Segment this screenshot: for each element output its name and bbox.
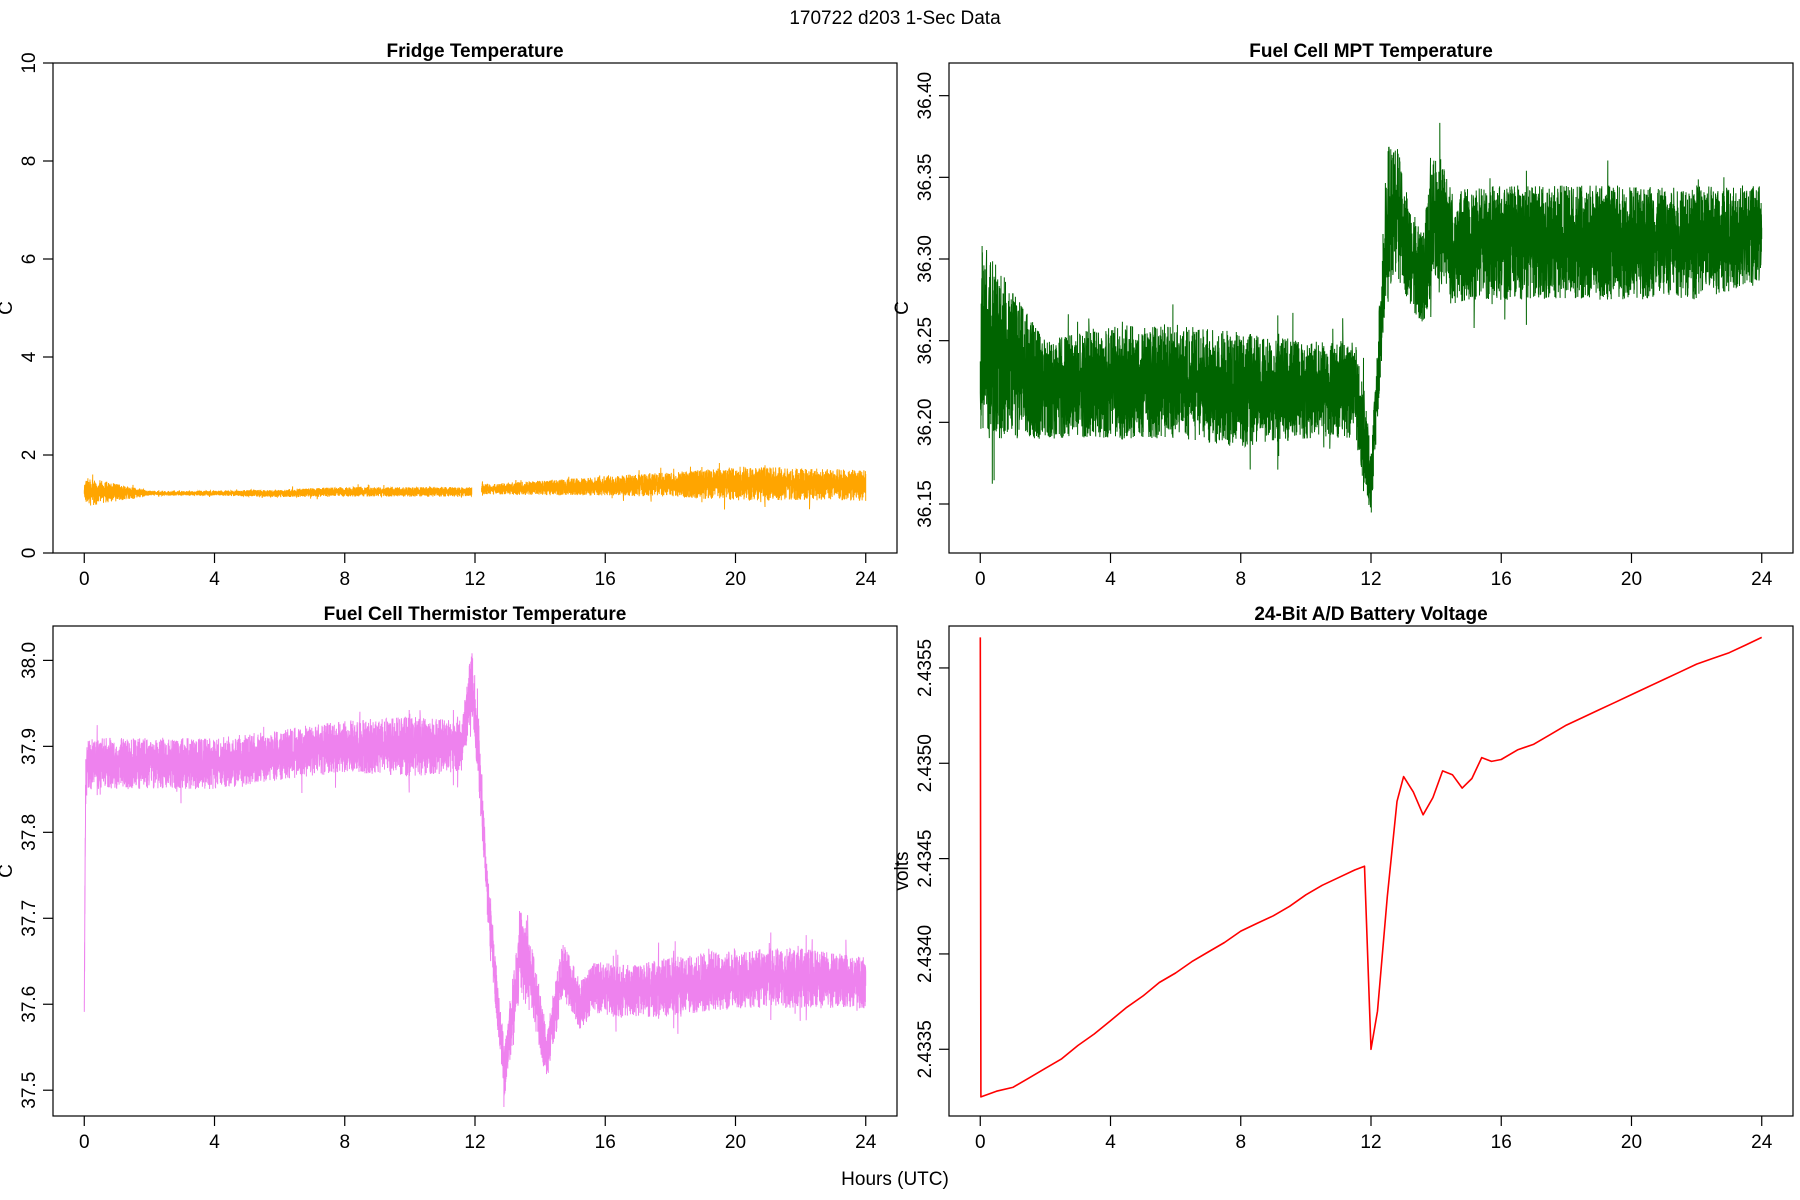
y-tick-label-battery: 2.4350 [915,734,936,792]
panel-mpt: Fuel Cell MPT Temperature 0 4 8 12 16 20 24 36.1… [892,41,1794,590]
x-tick-label-thermistor: 8 [339,1132,350,1153]
x-tick-label-battery: 4 [1105,1132,1116,1153]
y-axis-label-thermistor: C [0,864,17,878]
plot-area-fridge [83,462,867,510]
x-tick-label-thermistor: 20 [725,1132,746,1153]
y-tick-label-thermistor: 37.8 [19,814,40,851]
y-tick-label-thermistor: 37.6 [19,986,40,1023]
x-tick-label-battery: 8 [1235,1132,1246,1153]
series-line-battery [979,636,1763,1098]
x-tick-label-mpt: 4 [1105,569,1116,590]
y-tick-label-thermistor: 37.7 [19,900,40,937]
y-tick-label-mpt: 36.15 [915,480,936,528]
x-tick-label-fridge: 0 [79,569,90,590]
y-tick-label-thermistor: 38.0 [19,642,40,679]
panel-title-fridge: Fridge Temperature [386,41,563,62]
plot-area-battery [979,636,1763,1098]
x-tick-label-thermistor: 24 [855,1132,877,1153]
y-tick-label-fridge: 4 [19,351,40,362]
x-tick-label-thermistor: 16 [595,1132,616,1153]
y-tick-label-battery: 2.4355 [915,639,936,697]
y-tick-label-fridge: 2 [19,450,40,461]
plot-area-thermistor [83,653,867,1108]
x-tick-label-battery: 20 [1621,1132,1642,1153]
panel-fridge: Fridge Temperature048121620240246810C [0,41,898,590]
y-tick-label-mpt: 36.40 [915,72,936,120]
y-tick-label-battery: 2.4335 [915,1020,936,1078]
x-tick-label-thermistor: 0 [79,1132,90,1153]
x-tick-label-battery: 24 [1751,1132,1773,1153]
figure-title: 170722 d203 1-Sec Data [789,8,1001,29]
x-tick-label-mpt: 20 [1621,569,1642,590]
x-tick-label-battery: 16 [1491,1132,1512,1153]
panel-battery: 24-Bit A/D Battery Voltage 0 4 8 12 16 20 24 2.4… [892,604,1794,1153]
y-tick-label-battery: 2.4345 [915,830,936,888]
y-tick-label-mpt: 36.30 [915,235,936,283]
y-tick-label-thermistor: 37.9 [19,728,40,765]
panel-grid: Fridge Temperature048121620240246810CFue… [0,41,1794,1153]
plot-area-mpt [979,122,1763,513]
y-tick-label-thermistor: 37.5 [19,1072,40,1109]
x-tick-label-thermistor: 4 [209,1132,220,1153]
x-tick-label-thermistor: 12 [464,1132,485,1153]
x-tick-label-mpt: 12 [1360,569,1381,590]
x-tick-label-fridge: 4 [209,569,220,590]
panel-title-battery: 24-Bit A/D Battery Voltage [1254,604,1487,625]
y-tick-label-mpt: 36.20 [915,399,936,447]
series-line-thermistor [83,653,867,1108]
y-tick-label-mpt: 36.25 [915,317,936,365]
series-line-fridge [83,462,867,510]
x-tick-label-mpt: 8 [1235,569,1246,590]
y-axis-label-battery: volts [892,851,913,890]
shared-x-axis-label: Hours (UTC) [841,1169,949,1190]
x-tick-label-mpt: 0 [975,569,986,590]
y-tick-label-mpt: 36.35 [915,154,936,202]
panel-title-thermistor: Fuel Cell Thermistor Temperature [324,604,627,625]
x-tick-label-fridge: 12 [464,569,485,590]
y-axis-label-mpt: C [892,301,913,315]
x-tick-label-mpt: 24 [1751,569,1773,590]
panel-thermistor: Fuel Cell Thermistor Temperature 0 4 8 12 16 2… [0,604,898,1153]
x-tick-label-fridge: 24 [855,569,877,590]
x-tick-label-battery: 0 [975,1132,986,1153]
x-tick-label-battery: 12 [1360,1132,1381,1153]
y-tick-label-fridge: 8 [19,156,40,167]
x-tick-label-fridge: 8 [339,569,350,590]
y-tick-label-battery: 2.4340 [915,925,936,983]
panel-title-mpt: Fuel Cell MPT Temperature [1249,41,1493,62]
y-axis-label-fridge: C [0,301,17,315]
y-tick-label-fridge: 0 [19,548,40,559]
y-tick-label-fridge: 6 [19,254,40,265]
x-tick-label-fridge: 16 [595,569,616,590]
x-tick-label-fridge: 20 [725,569,746,590]
y-tick-label-fridge: 10 [19,52,40,73]
series-line-mpt [979,122,1763,513]
x-tick-label-mpt: 16 [1491,569,1512,590]
